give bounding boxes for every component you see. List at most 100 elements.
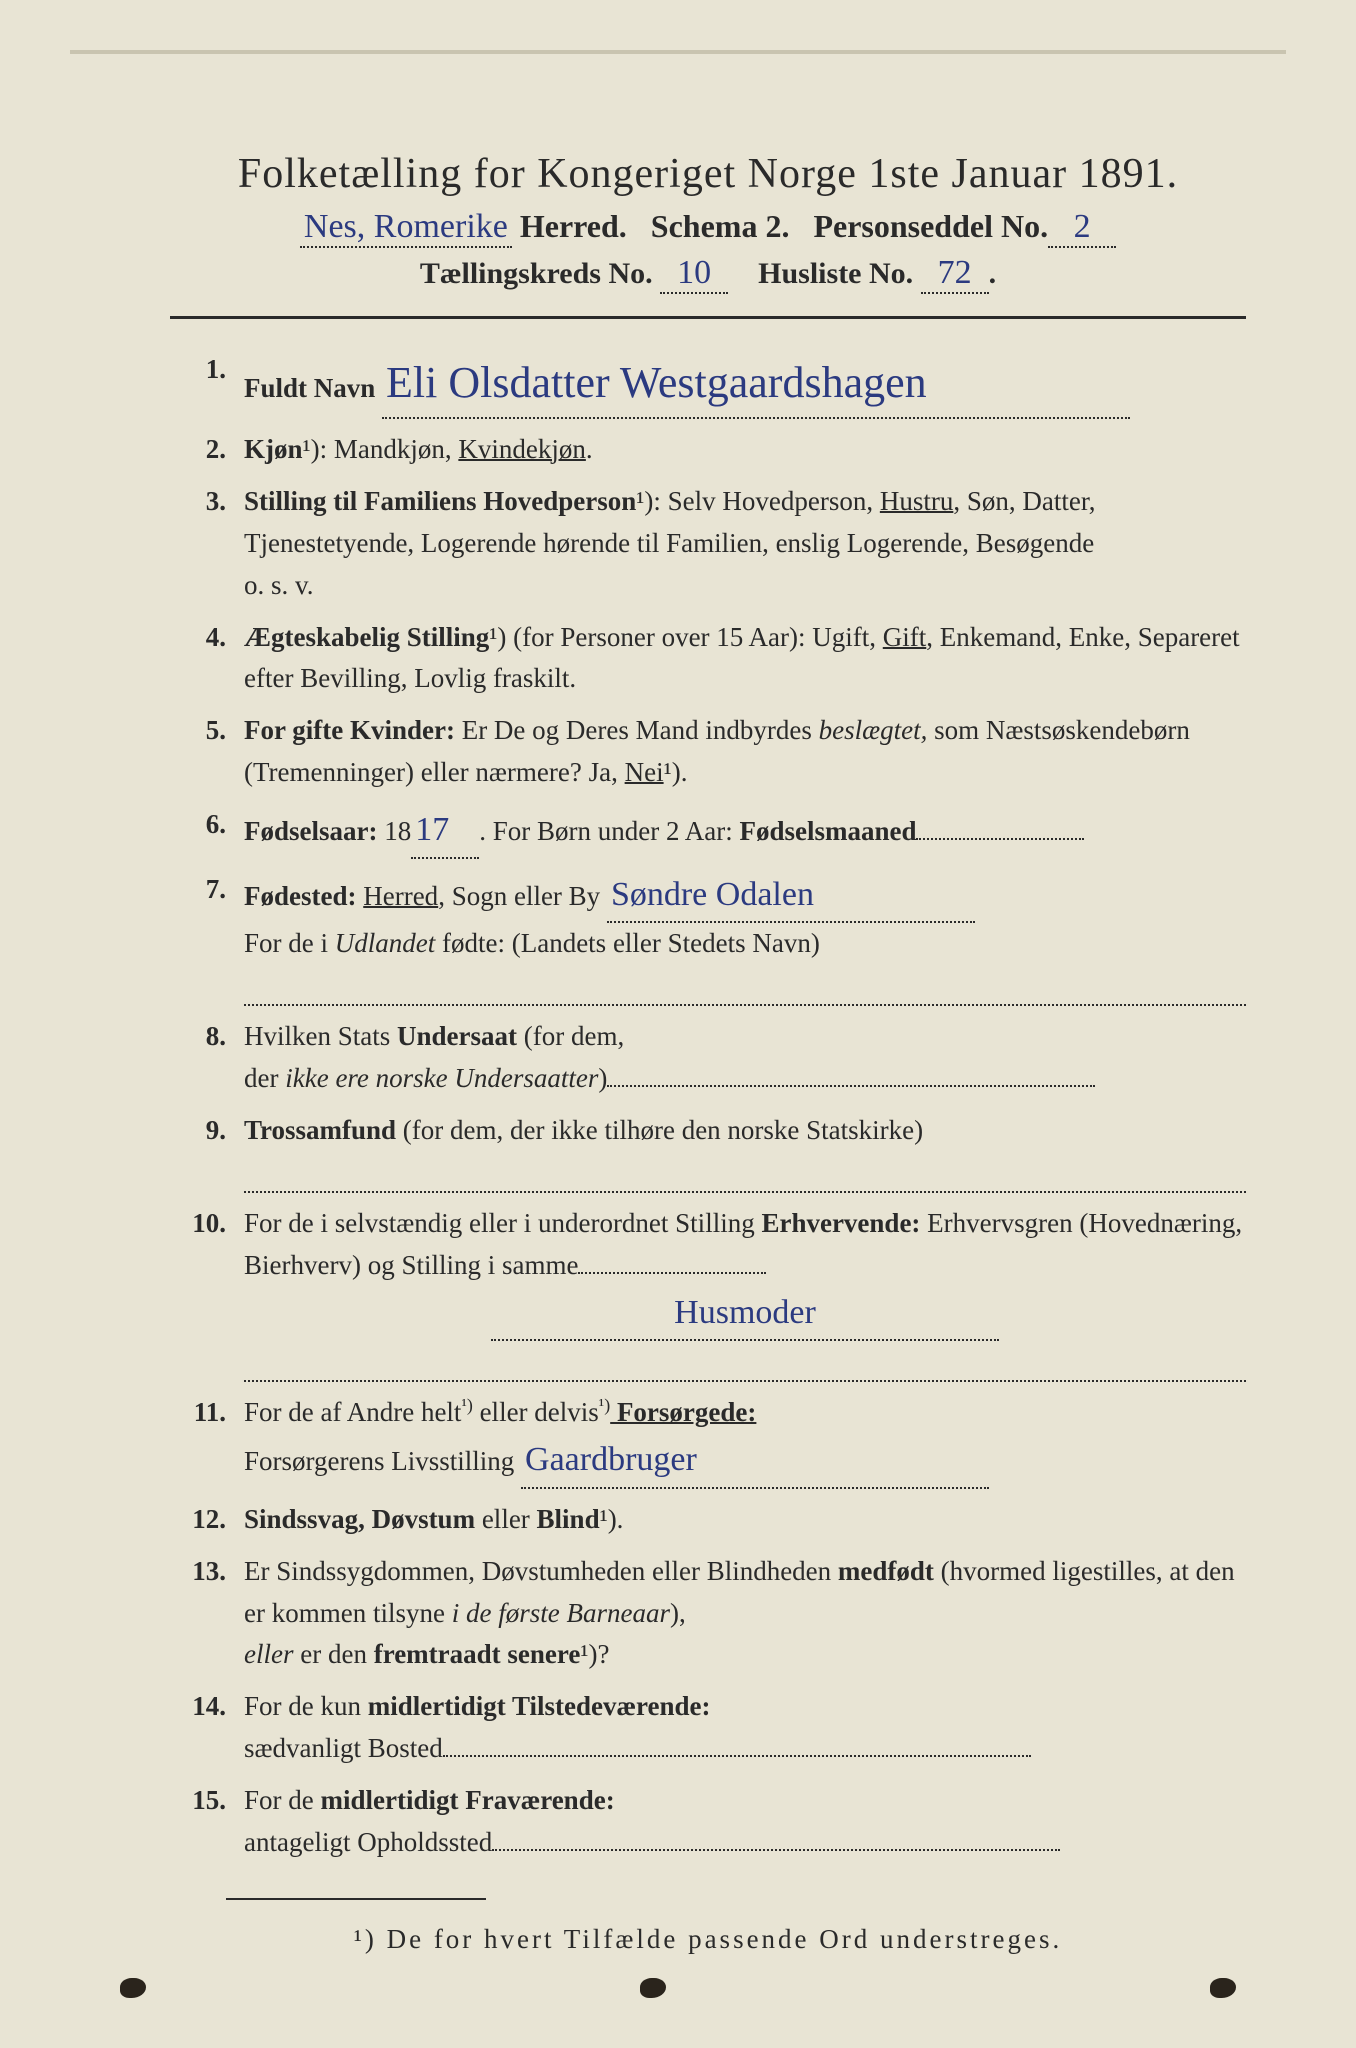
num-7: 7. [170, 869, 244, 911]
q6-yr-prefix: 18 [384, 816, 411, 846]
q14-blank [443, 1755, 1031, 1757]
q8-ital: ikke ere norske Undersaatter [285, 1063, 598, 1093]
num-5: 5. [170, 710, 244, 752]
num-1: 1. [170, 349, 244, 391]
q5-ital: beslægtet, [819, 715, 928, 745]
q8-text2: (for dem, [517, 1021, 624, 1051]
kreds-label: Tællingskreds No. [420, 257, 653, 290]
q3-osv: o. s. v. [244, 565, 1246, 607]
q8-after: ) [598, 1063, 607, 1093]
field-8: 8. Hvilken Stats Undersaat (for dem, der… [170, 1016, 1246, 1100]
q7-text: , Sogn eller By [438, 881, 600, 911]
q14-label: midlertidigt Tilstedeværende: [368, 1691, 711, 1721]
q5-selected: Nei [625, 757, 664, 787]
q11-sub: Forsørgerens Livsstilling [244, 1446, 514, 1476]
q12-label2: Blind [537, 1504, 600, 1534]
stain-icon [640, 1978, 666, 1998]
q7-label: Fødested: [244, 881, 356, 911]
stain-icon [120, 1978, 146, 1998]
field-10: 10. For de i selvstændig eller i underor… [170, 1203, 1246, 1382]
q13-sub-ital: eller [244, 1639, 293, 1669]
paper-stains [0, 1978, 1356, 2018]
q2-after: . [586, 434, 593, 464]
herred-handwritten: Nes, Romerike [300, 208, 512, 248]
q11-text2: eller delvis [473, 1397, 599, 1427]
q10-blank-line [244, 1345, 1246, 1382]
personseddel-label: Personseddel No. [813, 208, 1048, 244]
q14-text: For de kun [244, 1691, 368, 1721]
q12-text: eller [475, 1504, 536, 1534]
stain-icon [1210, 1978, 1236, 1998]
q15-text: For de [244, 1785, 321, 1815]
schema-label: Schema 2. [651, 208, 790, 244]
field-11: 11. For de af Andre helt¹) eller delvis¹… [170, 1392, 1246, 1489]
form-subtitle-1: Nes, Romerike Herred. Schema 2. Personse… [170, 208, 1246, 248]
q5-text: Er De og Deres Mand indbyrdes [462, 715, 819, 745]
num-11: 11. [170, 1392, 244, 1434]
q9-blank-line [244, 1156, 1246, 1193]
q13-text3: ), [670, 1598, 686, 1628]
q15-blank [492, 1849, 1060, 1851]
field-6: 6. Fødselsaar: 1817. For Børn under 2 Aa… [170, 804, 1246, 859]
num-8: 8. [170, 1016, 244, 1058]
q6-blank [916, 838, 1084, 840]
herred-label: Herred. [520, 208, 627, 244]
footnote-rule [226, 1898, 486, 1900]
q13-sub: er den [293, 1639, 373, 1669]
num-13: 13. [170, 1551, 244, 1593]
q7-selected: Herred [363, 881, 438, 911]
field-5: 5. For gifte Kvinder: Er De og Deres Man… [170, 710, 1246, 794]
q15-sub: antageligt Opholdssted [244, 1827, 492, 1857]
q5-after: ¹). [664, 757, 688, 787]
q9-text: (for dem, der ikke tilhøre den norske St… [396, 1115, 923, 1145]
q1-value: Eli Olsdatter Westgaardshagen [382, 349, 1130, 419]
num-9: 9. [170, 1110, 244, 1152]
field-1: 1. Fuldt Navn Eli Olsdatter Westgaardsha… [170, 349, 1246, 419]
q4-label: Ægteskabelig Stilling [244, 622, 489, 652]
q11-value: Gaardbruger [521, 1434, 989, 1489]
field-9: 9. Trossamfund (for dem, der ikke tilhør… [170, 1110, 1246, 1193]
q6-rest: . For Børn under 2 Aar: [479, 816, 739, 846]
field-list: 1. Fuldt Navn Eli Olsdatter Westgaardsha… [170, 349, 1246, 1864]
kreds-no: 10 [660, 254, 728, 294]
q12-label: Sindssvag, Døvstum [244, 1504, 475, 1534]
q11-sup2: ¹) [599, 1395, 610, 1415]
q14-sub: sædvanligt Bosted [244, 1733, 443, 1763]
num-12: 12. [170, 1499, 244, 1541]
q11-label: Forsørgede: [610, 1397, 756, 1427]
husliste-label: Husliste No. [758, 257, 913, 290]
form-subtitle-2: Tællingskreds No. 10 Husliste No. 72. [170, 254, 1246, 294]
num-15: 15. [170, 1780, 244, 1822]
q1-label: Fuldt Navn [244, 373, 375, 403]
q3-label: Stilling til Familiens Hovedperson [244, 486, 636, 516]
q7-value: Søndre Odalen [607, 869, 975, 924]
q13-after: ¹)? [580, 1639, 609, 1669]
q6-label2: Fødselsmaaned [739, 816, 916, 846]
q3-note: ¹): Selv Hovedperson, [636, 486, 880, 516]
num-4: 4. [170, 617, 244, 659]
personseddel-no: 2 [1048, 208, 1116, 248]
q10-blank1 [578, 1272, 766, 1274]
q7-sub: For de i [244, 928, 335, 958]
q15-label: midlertidigt Fraværende: [321, 1785, 615, 1815]
census-form-page: Folketælling for Kongeriget Norge 1ste J… [0, 0, 1356, 2048]
field-15: 15. For de midlertidigt Fraværende: anta… [170, 1780, 1246, 1864]
husliste-no: 72 [921, 254, 989, 294]
q8-blank [607, 1085, 1095, 1087]
num-6: 6. [170, 804, 244, 846]
field-4: 4. Ægteskabelig Stilling¹) (for Personer… [170, 617, 1246, 701]
q7-blank-line [244, 969, 1246, 1006]
q3-selected: Hustru [880, 486, 954, 516]
num-10: 10. [170, 1203, 244, 1245]
q12-after: ¹). [600, 1504, 624, 1534]
field-2: 2. Kjøn¹): Mandkjøn, Kvindekjøn. [170, 429, 1246, 471]
q8-sub: der [244, 1063, 285, 1093]
q10-value: Husmoder [491, 1287, 999, 1342]
q8-label: Undersaat [397, 1021, 517, 1051]
horizontal-rule [170, 316, 1246, 319]
q4-selected: Gift [883, 622, 927, 652]
q8-text: Hvilken Stats [244, 1021, 397, 1051]
field-3: 3. Stilling til Familiens Hovedperson¹):… [170, 481, 1246, 607]
q11-sup1: ¹) [461, 1395, 472, 1415]
q7-sub2: fødte: (Landets eller Stedets Navn) [435, 928, 820, 958]
